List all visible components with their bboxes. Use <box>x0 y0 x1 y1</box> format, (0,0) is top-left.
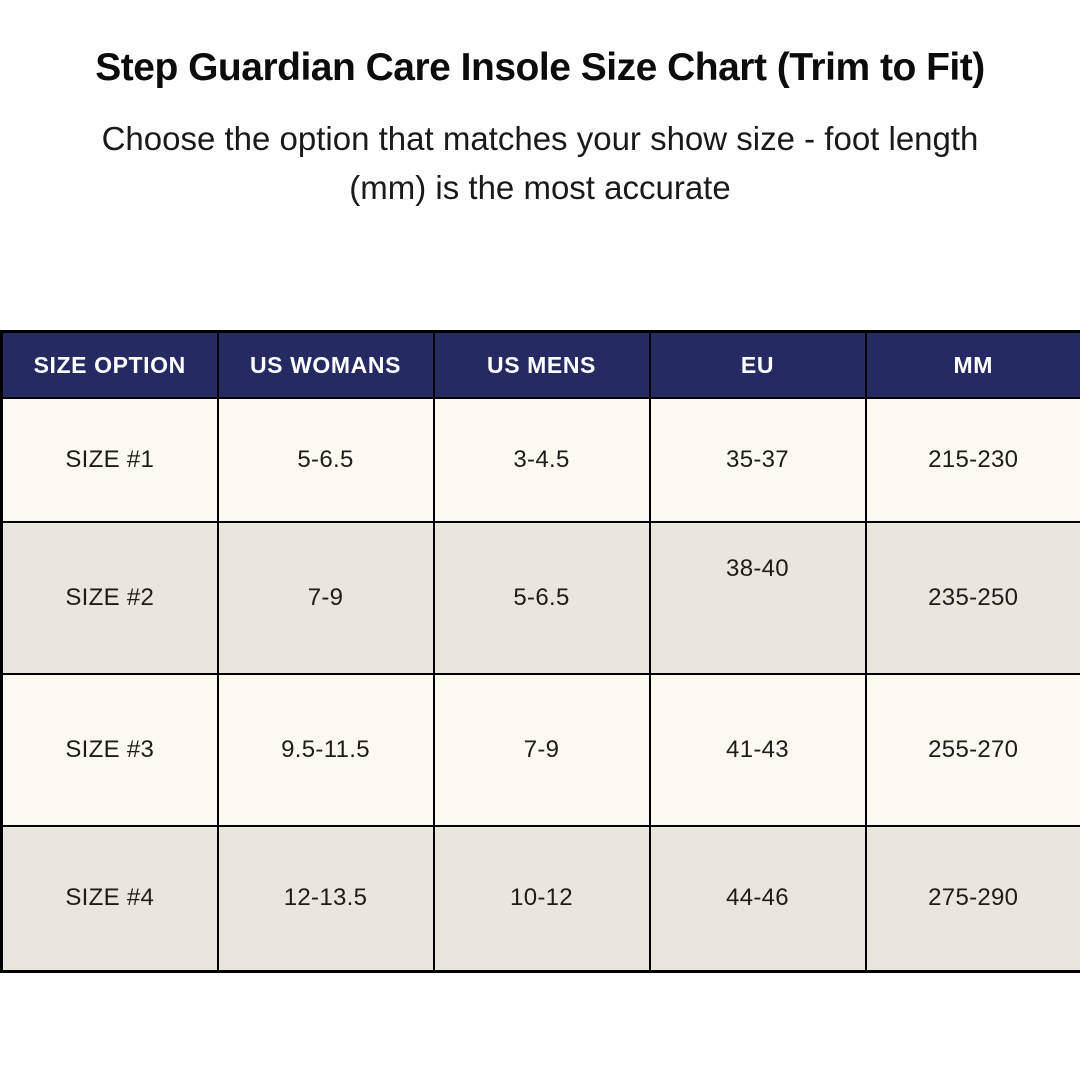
table-cell: 12-13.5 <box>216 825 435 972</box>
table-cell: SIZE #4 <box>0 825 219 972</box>
table-cell: SIZE #3 <box>0 673 219 827</box>
table-cell: 255-270 <box>864 673 1080 827</box>
header-row: SIZE OPTION US WOMANS US MENS EU MM <box>0 330 1080 399</box>
table-header: SIZE OPTION US WOMANS US MENS EU MM <box>0 330 1080 399</box>
table-cell: 35-37 <box>648 397 867 523</box>
page-subtitle: Choose the option that matches your show… <box>0 114 1080 212</box>
column-header-us-womans: US WOMANS <box>216 330 435 399</box>
table-cell: 7-9 <box>432 673 651 827</box>
table-cell: 215-230 <box>864 397 1080 523</box>
table-cell: 38-40 <box>648 521 867 675</box>
table-cell: 275-290 <box>864 825 1080 972</box>
table-cell: 5-6.5 <box>216 397 435 523</box>
column-header-us-mens: US MENS <box>432 330 651 399</box>
table-cell: 10-12 <box>432 825 651 972</box>
table-cell: SIZE #2 <box>0 521 219 675</box>
table-body: SIZE #1 5-6.5 3-4.5 35-37 215-230 SIZE #2 7-9 5… <box>0 397 1080 972</box>
column-header-eu: EU <box>648 330 867 399</box>
table-cell: SIZE #1 <box>0 397 219 523</box>
table-cell: 9.5-11.5 <box>216 673 435 827</box>
table-cell: 41-43 <box>648 673 867 827</box>
table-row: SIZE #1 5-6.5 3-4.5 35-37 215-230 <box>0 397 1080 523</box>
table-cell: 44-46 <box>648 825 867 972</box>
table-row: SIZE #4 12-13.5 10-12 44-46 275-290 <box>0 825 1080 972</box>
table-cell: 7-9 <box>216 521 435 675</box>
table-cell: 235-250 <box>864 521 1080 675</box>
table-row: SIZE #2 7-9 5-6.5 38-40 235-250 <box>0 521 1080 675</box>
size-chart-table: SIZE OPTION US WOMANS US MENS EU MM SIZE #1 5… <box>0 330 1080 973</box>
subtitle-line-1: Choose the option that matches your show… <box>101 120 979 157</box>
subtitle-line-2: (mm) is the most accurate <box>349 169 731 206</box>
table-row: SIZE #3 9.5-11.5 7-9 41-43 255-270 <box>0 673 1080 827</box>
column-header-size-option: SIZE OPTION <box>0 330 219 399</box>
table-cell: 5-6.5 <box>432 521 651 675</box>
table-cell: 3-4.5 <box>432 397 651 523</box>
column-header-mm: MM <box>864 330 1080 399</box>
page-title: Step Guardian Care Insole Size Chart (Tr… <box>95 46 985 89</box>
